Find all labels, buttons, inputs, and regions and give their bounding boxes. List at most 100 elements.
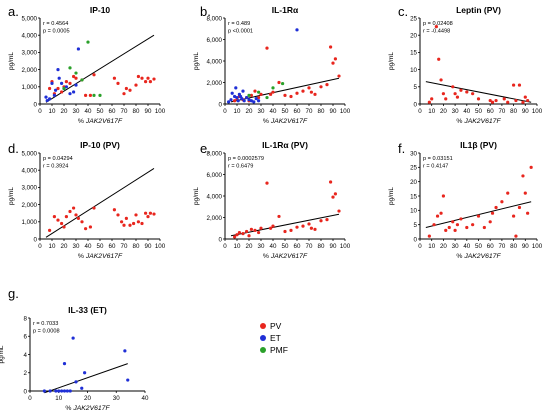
data-point-et — [54, 389, 58, 393]
data-point-pv — [68, 81, 72, 85]
chart-panel-3: c. Leptin (PV) 0 5 10 15 20 25 0 10 20 30 40 50 60 70 80… — [388, 4, 543, 125]
y-tick-label: 15 — [410, 193, 417, 200]
regression-line — [44, 363, 128, 394]
stat-text: r = 0.4147 — [423, 164, 448, 170]
y-tick-label: 0 — [24, 388, 28, 395]
x-tick-label: 0 — [223, 108, 227, 115]
x-tick-label: 30 — [113, 395, 120, 402]
y-tick-label: 5,000 — [22, 150, 38, 157]
x-tick-label: 90 — [330, 243, 337, 250]
data-point-pv — [295, 91, 299, 95]
x-tick-label: 10 — [428, 108, 435, 115]
data-point-pv — [441, 92, 445, 96]
x-tick-label: 30 — [73, 243, 80, 250]
data-point-pv — [84, 227, 88, 231]
x-tick-label: 70 — [498, 108, 505, 115]
regression-line — [230, 77, 340, 103]
data-point-pv — [331, 61, 335, 65]
data-point-pv — [295, 225, 299, 229]
data-point-et — [68, 92, 72, 96]
data-point-pv — [511, 214, 516, 218]
data-point-pv — [68, 209, 72, 214]
y-tick-label: 6,000 — [207, 37, 223, 44]
data-point-pv — [283, 93, 287, 97]
x-tick-label: 20 — [246, 243, 253, 250]
x-tick-label: 0 — [38, 108, 42, 115]
chart-panel-5: e. IL-1Rα (PV) 0 2,000 4,000 6,000 8,000 0 10 20 3… — [193, 140, 351, 260]
data-point-et — [54, 88, 58, 92]
chart-title: IP-10 — [90, 5, 111, 15]
data-point-et — [247, 98, 251, 102]
x-tick-label: 50 — [475, 243, 482, 250]
x-tick-label: 40 — [142, 395, 149, 402]
data-point-et — [74, 83, 78, 87]
y-tick-label: 5 — [414, 84, 418, 91]
x-tick-label: 100 — [340, 243, 351, 250]
x-tick-label: 20 — [246, 108, 253, 115]
x-tick-label: 0 — [38, 243, 42, 250]
data-point-et — [83, 371, 87, 375]
data-point-pv — [289, 228, 293, 232]
data-point-pv — [48, 228, 52, 232]
data-point-pv — [88, 225, 92, 229]
data-point-et — [245, 95, 249, 100]
stat-text: p = 0.03151 — [423, 156, 453, 162]
x-tick-label: 80 — [510, 108, 517, 115]
x-tick-label: 90 — [522, 243, 529, 250]
chart-title: IP-10 (PV) — [80, 140, 120, 150]
panel-label: d. — [8, 141, 19, 156]
data-point-pv — [325, 218, 329, 222]
data-point-pv — [233, 235, 237, 239]
data-point-pmf — [281, 81, 285, 86]
data-point-et — [65, 389, 69, 393]
data-point-pv — [148, 211, 152, 215]
data-point-pv — [249, 93, 253, 97]
x-tick-label: 10 — [428, 243, 435, 250]
data-point-et — [249, 99, 253, 103]
data-point-pv — [447, 225, 451, 230]
x-tick-label: 50 — [475, 108, 482, 115]
data-point-pv — [471, 92, 475, 96]
data-point-pv — [333, 192, 337, 196]
data-point-pv — [245, 229, 249, 234]
data-point-pv — [64, 80, 68, 84]
data-point-et — [42, 389, 46, 393]
data-point-et — [241, 89, 245, 93]
data-point-pv — [62, 225, 66, 229]
data-point-pv — [526, 211, 530, 215]
data-point-pv — [277, 214, 281, 219]
data-point-et — [52, 93, 57, 97]
stat-text: r = 0.6479 — [228, 164, 253, 170]
x-tick-label: 20 — [61, 243, 68, 250]
data-point-et — [48, 389, 52, 393]
panel-label: a. — [8, 4, 19, 19]
data-point-pv — [271, 224, 275, 228]
legend-swatch-et — [260, 335, 266, 341]
y-tick-label: 8 — [24, 315, 28, 322]
y-tick-label: 2,000 — [22, 202, 38, 209]
stat-text: r = -0.4498 — [423, 29, 450, 35]
x-tick-label: 10 — [55, 395, 62, 402]
x-tick-label: 70 — [498, 243, 505, 250]
x-tick-label: 10 — [49, 108, 56, 115]
data-point-pv — [444, 228, 448, 232]
data-point-pv — [517, 205, 522, 210]
y-tick-label: 0 — [34, 101, 38, 108]
data-point-pv — [120, 220, 124, 224]
y-tick-label: 0 — [414, 236, 418, 243]
x-tick-label: 20 — [440, 243, 447, 250]
stat-text: p = 0.0002579 — [228, 156, 264, 162]
y-tick-label: 20 — [410, 179, 417, 186]
data-point-pmf — [62, 86, 66, 91]
data-point-pv — [128, 88, 132, 92]
stat-text: r = 0.489 — [228, 21, 250, 27]
data-point-pv — [128, 223, 132, 227]
data-point-pv — [92, 73, 96, 77]
data-point-et — [257, 99, 261, 103]
y-tick-label: 1,000 — [22, 84, 38, 91]
y-tick-label: 20 — [410, 33, 417, 40]
data-point-pv — [506, 191, 510, 195]
legend-swatch-pv — [260, 323, 266, 329]
x-tick-label: 60 — [109, 108, 116, 115]
